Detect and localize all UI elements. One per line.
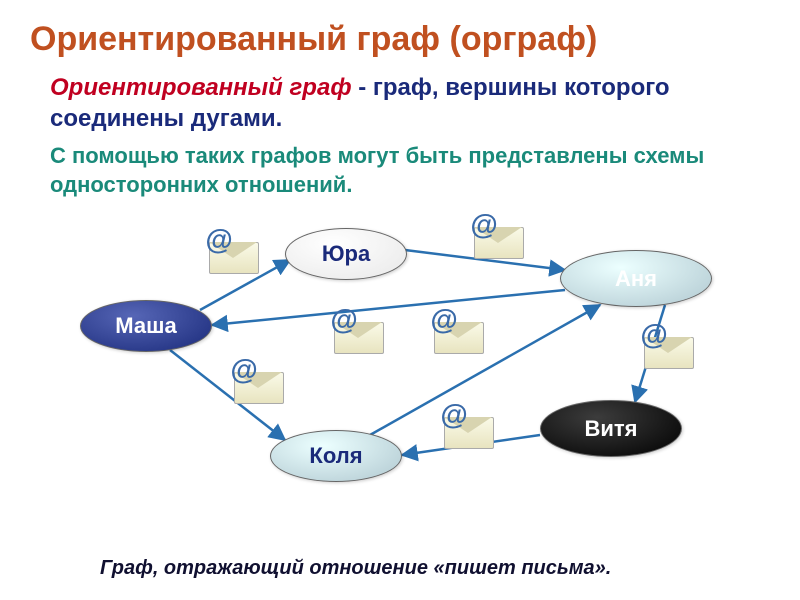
envelope-icon: @ (470, 215, 526, 259)
desc-content: С помощью таких графов могут быть предст… (50, 143, 704, 197)
node-anya: Аня (560, 250, 712, 307)
envelope-icon: @ (430, 310, 486, 354)
envelope-icon: @ (640, 325, 696, 369)
page-title: Ориентированный граф (орграф) (30, 20, 597, 59)
node-kolya: Коля (270, 430, 402, 482)
node-vitya: Витя (540, 400, 682, 457)
title-text: Ориентированный граф (орграф) (30, 20, 597, 58)
definition-text: Ориентированный граф - граф, вершины кот… (50, 72, 750, 134)
envelope-icon: @ (330, 310, 386, 354)
node-masha: Маша (80, 300, 212, 352)
edge-anya-masha (212, 290, 565, 325)
definition-term: Ориентированный граф (50, 74, 352, 101)
caption-text: Граф, отражающий отношение «пишет письма… (100, 557, 611, 579)
directed-graph: @ @ @ @ @ @ @ Юра Аня Маша Витя Коля (40, 210, 760, 510)
graph-caption: Граф, отражающий отношение «пишет письма… (100, 557, 611, 580)
envelope-icon: @ (205, 230, 261, 274)
envelope-icon: @ (230, 360, 286, 404)
node-yura: Юра (285, 228, 407, 280)
description-text: С помощью таких графов могут быть предст… (50, 142, 770, 199)
envelope-icon: @ (440, 405, 496, 449)
